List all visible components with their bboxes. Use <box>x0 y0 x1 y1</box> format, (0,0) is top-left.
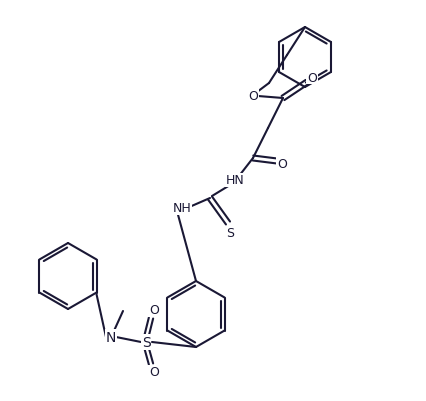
Text: N: N <box>106 330 116 344</box>
Text: O: O <box>248 89 258 102</box>
Text: HN: HN <box>226 174 245 187</box>
Text: S: S <box>226 227 234 240</box>
Text: O: O <box>149 304 159 317</box>
Text: NH: NH <box>173 202 191 215</box>
Text: O: O <box>149 366 159 379</box>
Text: S: S <box>141 335 150 349</box>
Text: O: O <box>307 71 317 84</box>
Text: O: O <box>277 158 287 171</box>
